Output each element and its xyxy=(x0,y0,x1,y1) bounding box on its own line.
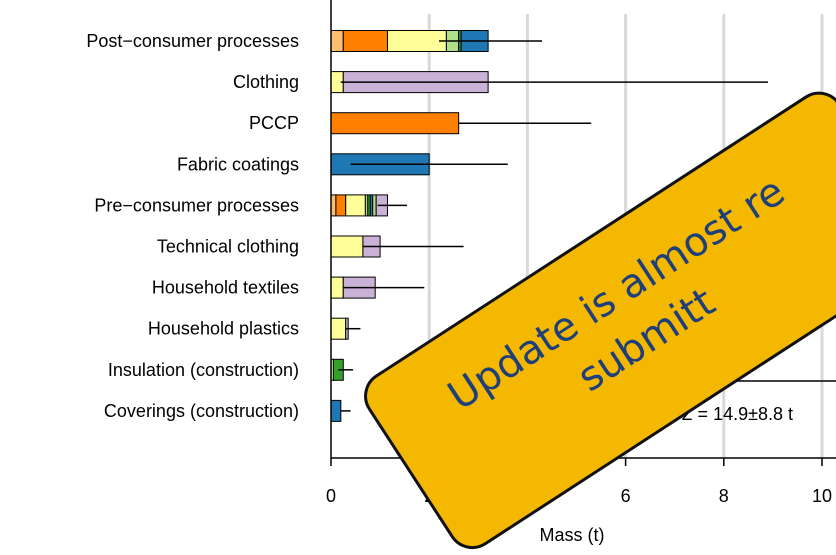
summary-label: Σ = 14.9±8.8 t xyxy=(681,404,793,424)
errors-layer xyxy=(338,40,768,412)
x-tick-label: 0 xyxy=(326,486,336,506)
category-label: Post−consumer processes xyxy=(86,31,299,51)
bar-segment xyxy=(335,194,347,217)
banner-background xyxy=(364,91,836,550)
bar-segment xyxy=(372,194,377,217)
bar-segment xyxy=(330,30,344,52)
x-tick-label: 10 xyxy=(812,486,832,506)
x-axis-title: Mass (t) xyxy=(540,525,605,545)
category-label: PCCP xyxy=(249,113,299,133)
bar-segment xyxy=(330,112,460,135)
bar-segment xyxy=(330,235,364,258)
bar-segment xyxy=(386,30,447,52)
category-label: Pre−consumer processes xyxy=(94,195,299,215)
bar-segment xyxy=(330,276,344,299)
category-label: Coverings (construction) xyxy=(104,401,299,421)
bar-segment xyxy=(342,30,388,52)
category-label: Insulation (construction) xyxy=(108,360,299,380)
x-tick-label: 8 xyxy=(719,486,729,506)
category-labels: Post−consumer processes Clothing PCCP Fabri… xyxy=(86,31,299,421)
category-label: Household textiles xyxy=(152,278,299,298)
bar-segment xyxy=(330,317,347,340)
bar-segment xyxy=(345,194,366,217)
category-label: Technical clothing xyxy=(157,237,299,257)
bar-segment xyxy=(330,399,342,422)
category-label: Household plastics xyxy=(148,319,299,339)
category-label: Clothing xyxy=(233,72,299,92)
category-label: Fabric coatings xyxy=(177,154,299,174)
x-tick-label: 6 xyxy=(621,486,631,506)
